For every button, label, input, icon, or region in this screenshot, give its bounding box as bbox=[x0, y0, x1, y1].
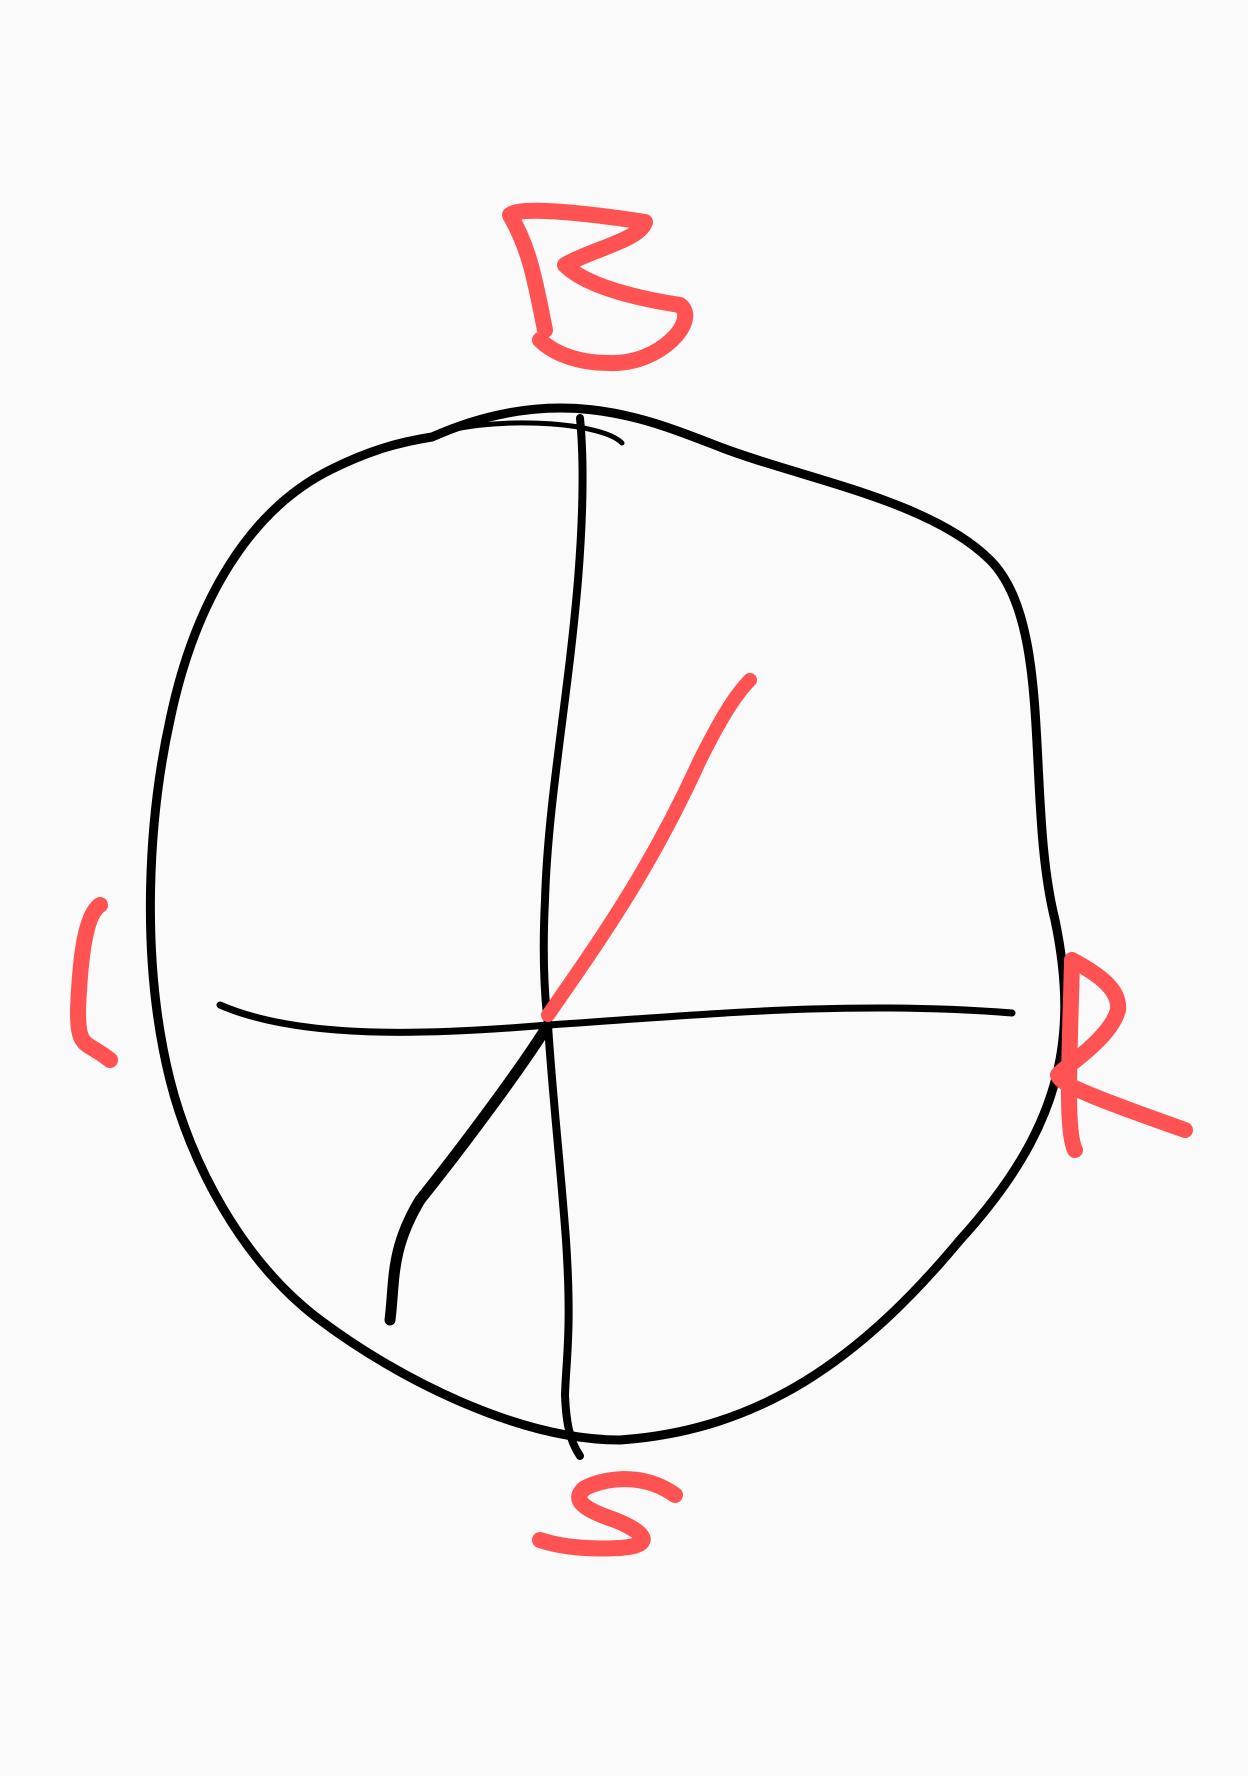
letter-l-glyph bbox=[70, 897, 118, 1068]
letter-r-glyph bbox=[1050, 952, 1193, 1158]
wobbly-circle bbox=[145, 403, 1070, 1445]
horizontal-axis-line bbox=[216, 1001, 1016, 1036]
letter-s-glyph bbox=[532, 1471, 683, 1557]
red-diagonal-stroke bbox=[541, 673, 757, 1022]
circle-overlap-stroke bbox=[427, 420, 625, 446]
letter-b-glyph bbox=[502, 202, 694, 372]
diagonal-line bbox=[384, 1019, 554, 1326]
